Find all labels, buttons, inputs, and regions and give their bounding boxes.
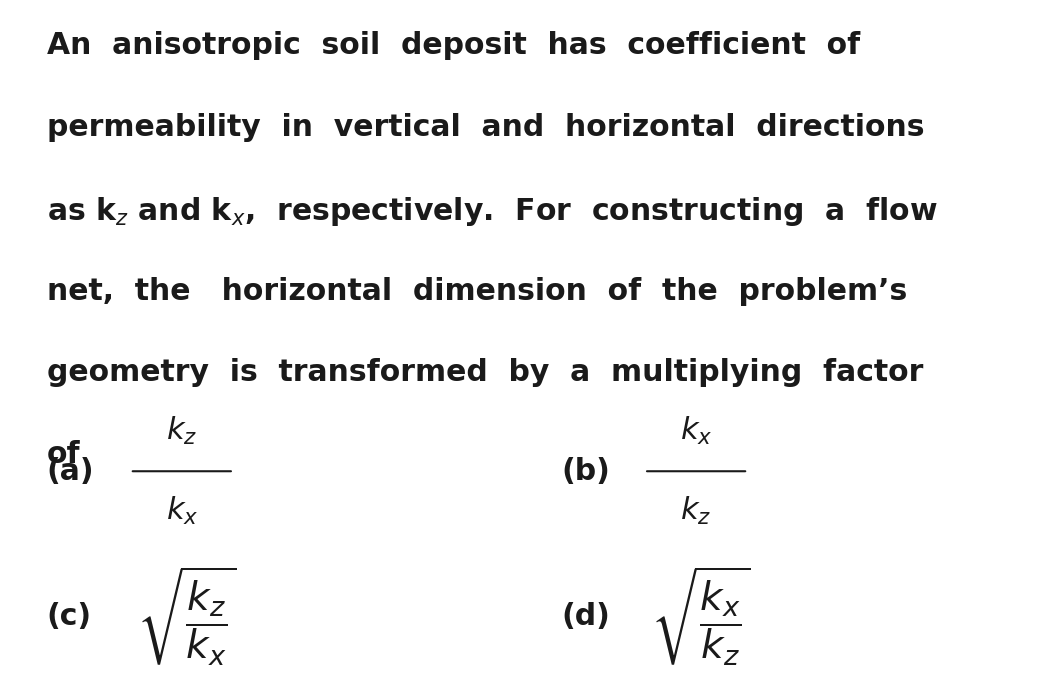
Text: (b): (b): [561, 457, 610, 486]
Text: $\sqrt{\dfrac{k_x}{k_z}}$: $\sqrt{\dfrac{k_x}{k_z}}$: [651, 565, 751, 668]
Text: (d): (d): [561, 602, 610, 631]
Text: geometry  is  transformed  by  a  multiplying  factor: geometry is transformed by a multiplying…: [47, 358, 923, 387]
Text: $k_z$: $k_z$: [681, 495, 712, 527]
Text: of: of: [47, 440, 80, 469]
Text: $k_x$: $k_x$: [680, 415, 713, 447]
Text: as k$_z$ and k$_x$,  respectively.  For  constructing  a  flow: as k$_z$ and k$_x$, respectively. For co…: [47, 195, 937, 228]
Text: $k_x$: $k_x$: [165, 495, 198, 527]
Text: (a): (a): [47, 457, 95, 486]
Text: net,  the   horizontal  dimension  of  the  problem’s: net, the horizontal dimension of the pro…: [47, 277, 907, 306]
Text: $\sqrt{\dfrac{k_z}{k_x}}$: $\sqrt{\dfrac{k_z}{k_x}}$: [137, 565, 237, 668]
Text: An  anisotropic  soil  deposit  has  coefficient  of: An anisotropic soil deposit has coeffici…: [47, 31, 860, 60]
Text: permeability  in  vertical  and  horizontal  directions: permeability in vertical and horizontal …: [47, 113, 925, 142]
Text: $k_z$: $k_z$: [166, 415, 197, 447]
Text: (c): (c): [47, 602, 91, 631]
